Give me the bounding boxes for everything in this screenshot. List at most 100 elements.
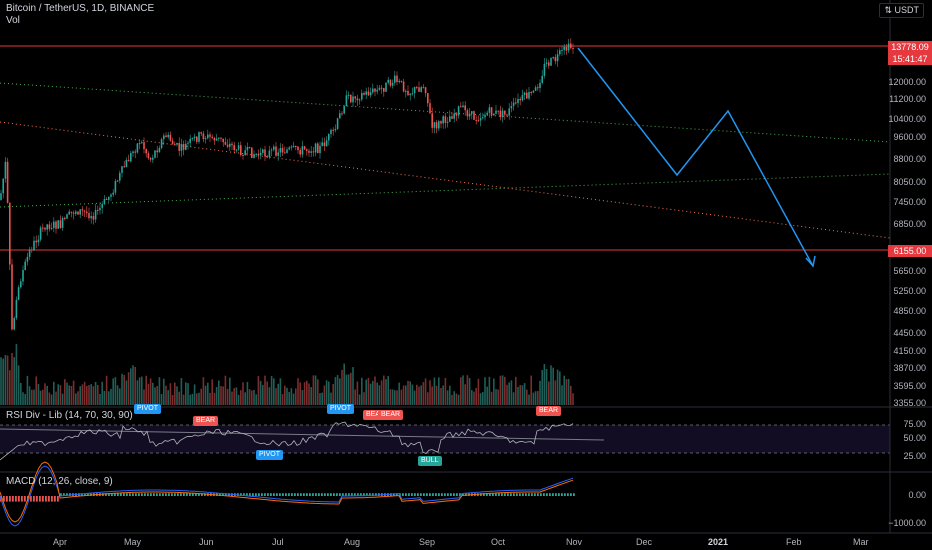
- candle-body: [374, 88, 376, 92]
- volume-bar: [378, 385, 381, 405]
- macd-histogram-bar: [459, 493, 461, 496]
- volume-bar: [343, 363, 345, 405]
- candle-body: [218, 137, 220, 139]
- candle-body: [460, 106, 462, 108]
- macd-histogram-bar: [45, 496, 47, 502]
- volume-bar: [88, 385, 90, 405]
- macd-histogram-bar: [354, 493, 356, 496]
- macd-histogram-bar: [417, 493, 419, 496]
- volume-bar: [356, 381, 359, 405]
- red-dotted-trend[interactable]: [0, 121, 891, 239]
- candle-body: [178, 142, 180, 151]
- candle-body: [66, 214, 68, 219]
- candle-body: [59, 220, 62, 228]
- volume-bar: [501, 375, 504, 405]
- macd-histogram-bar: [501, 493, 503, 496]
- candle-body: [44, 227, 46, 230]
- macd-histogram-bar: [249, 493, 251, 496]
- candle-body: [83, 210, 86, 212]
- volume-bar: [77, 391, 79, 405]
- candle-body: [347, 94, 350, 96]
- volume-bar: [310, 387, 312, 405]
- volume-bar: [114, 377, 117, 405]
- volume-bar: [112, 378, 114, 405]
- volume-bar: [262, 384, 264, 405]
- macd-histogram-bar: [135, 493, 137, 496]
- volume-bar: [468, 378, 471, 405]
- candle-body: [422, 87, 425, 89]
- candle-body: [438, 121, 440, 129]
- projection-path[interactable]: [577, 47, 814, 267]
- volume-bar: [39, 390, 42, 405]
- volume-bar: [548, 381, 550, 405]
- macd-histogram-bar: [330, 493, 332, 496]
- macd-histogram-bar: [420, 493, 422, 496]
- currency-button[interactable]: ⇅ USDT: [879, 3, 924, 18]
- candle-body: [501, 110, 504, 118]
- volume-bar: [306, 380, 308, 405]
- macd-histogram-bar: [81, 493, 83, 496]
- green-dotted-trend-upper[interactable]: [0, 82, 891, 143]
- volume-bar: [9, 370, 11, 405]
- volume-label[interactable]: Vol: [6, 15, 20, 26]
- volume-bar: [86, 385, 88, 405]
- volume-bar: [46, 385, 48, 405]
- macd-histogram-bar: [243, 493, 245, 496]
- candle-body: [389, 79, 392, 86]
- volume-bar: [317, 379, 319, 405]
- macd-histogram-bar: [546, 493, 548, 496]
- volume-bar: [453, 391, 455, 405]
- candle-body: [136, 143, 139, 153]
- candle-body: [39, 227, 42, 240]
- candle-body: [213, 138, 216, 141]
- volume-bar: [570, 385, 572, 405]
- rsi-indicator-title[interactable]: RSI Div - Lib (14, 70, 30, 90): [6, 410, 133, 421]
- volume-bar: [288, 392, 290, 405]
- volume-bar: [495, 389, 497, 405]
- candle-body: [50, 227, 53, 229]
- volume-bar: [301, 390, 304, 405]
- candle-body: [152, 157, 154, 160]
- volume-bar: [182, 394, 185, 405]
- volume-bar: [158, 377, 161, 405]
- candle-body: [209, 134, 211, 137]
- volume-bar: [125, 380, 128, 405]
- candle-body: [57, 220, 59, 229]
- volume-bar: [35, 376, 37, 405]
- volume-bar: [68, 385, 70, 405]
- volume-bar: [479, 393, 482, 405]
- volume-bar: [231, 391, 233, 405]
- candle-body: [504, 110, 506, 115]
- volume-bar: [79, 386, 81, 405]
- volume-bar: [211, 379, 213, 405]
- macd-histogram-bar: [393, 493, 395, 496]
- volume-bar: [4, 355, 7, 405]
- candle-body: [321, 142, 323, 146]
- volume-bar: [409, 381, 411, 405]
- macd-histogram-bar: [261, 493, 263, 496]
- volume-bar: [255, 394, 257, 405]
- candle-body: [369, 92, 372, 96]
- volume-bar: [286, 387, 288, 405]
- volume-bar: [167, 390, 169, 405]
- trend-lines[interactable]: [0, 45, 891, 268]
- volume-bar: [75, 393, 77, 405]
- volume-bar: [508, 382, 510, 405]
- macd-indicator-title[interactable]: MACD (12, 26, close, 9): [6, 476, 113, 487]
- macd-histogram-bar: [264, 493, 266, 496]
- volume-bar: [290, 388, 293, 405]
- currency-caret-icon: ⇅: [884, 5, 895, 15]
- candle-body: [196, 136, 198, 142]
- volume-bar: [422, 382, 425, 405]
- candle-body: [308, 150, 310, 153]
- candle-body: [295, 146, 297, 148]
- volume-bar: [440, 388, 442, 405]
- green-dotted-trend-lower[interactable]: [0, 173, 891, 208]
- symbol-title[interactable]: Bitcoin / TetherUS, 1D, BINANCE: [6, 3, 155, 14]
- candle-body: [79, 209, 81, 215]
- volume-bar: [160, 393, 163, 405]
- volume-bar: [59, 385, 62, 405]
- volume-bar: [369, 383, 372, 405]
- macd-axis-label: −1000.00: [888, 518, 926, 528]
